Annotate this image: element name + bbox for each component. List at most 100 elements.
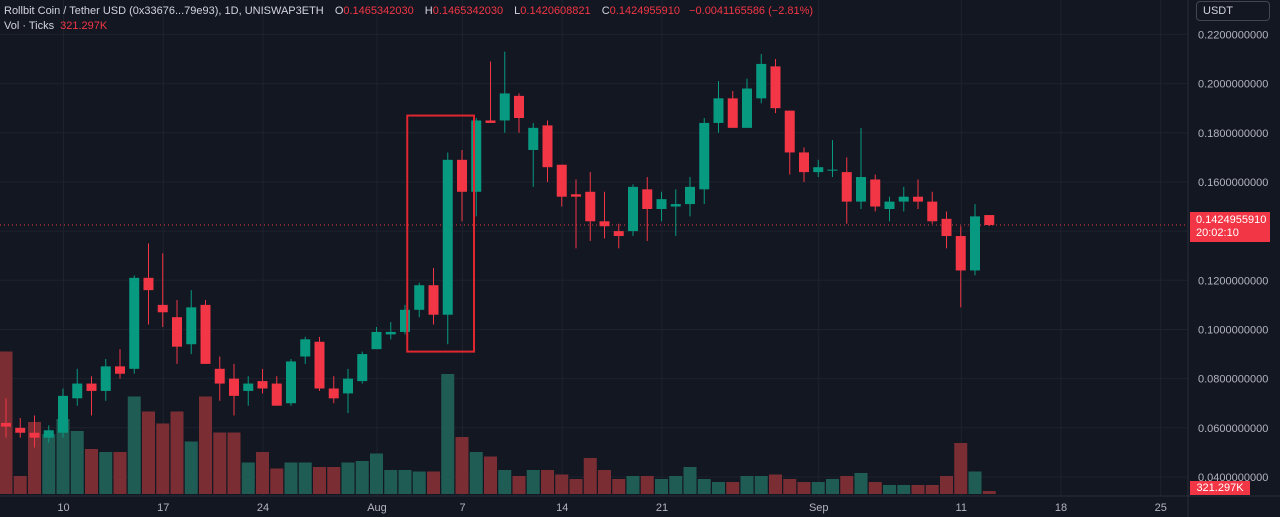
candle-body (314, 341, 325, 389)
volume-bar (569, 479, 583, 494)
candle-body (784, 110, 795, 153)
volume-bar (284, 462, 298, 494)
volume-bar (313, 467, 326, 494)
symbol-title[interactable]: Rollbit Coin / Tether USD (0x33676...79e… (4, 5, 324, 17)
time-axis-label: 17 (157, 502, 169, 514)
candle-body (143, 277, 154, 291)
candle-body (613, 231, 624, 237)
candle-body (471, 120, 482, 192)
volume-bar (127, 396, 141, 494)
candle-body (457, 159, 467, 192)
candle-body (257, 381, 268, 389)
candle-body (642, 189, 653, 209)
volume-bar (184, 441, 198, 494)
candle-body (813, 167, 824, 173)
candle-body (214, 368, 225, 384)
volume-bar (854, 473, 868, 494)
close-value: 0.1424955910 (609, 5, 681, 17)
volume-indicator-label[interactable]: Vol · Ticks (4, 20, 55, 32)
candle-body (29, 432, 40, 438)
candle-body (414, 285, 425, 310)
volume-bar (640, 476, 654, 494)
volume-bar (384, 470, 398, 494)
time-axis-label: 25 (1155, 502, 1167, 514)
candle-body (898, 196, 909, 202)
legend-ohlc-row: Rollbit Coin / Tether USD (0x33676...79e… (4, 4, 813, 19)
volume-bar (826, 479, 839, 494)
volume-bar (883, 485, 896, 494)
volume-bar (455, 437, 469, 494)
volume-bar (626, 476, 640, 494)
currency-button[interactable]: USDT (1196, 1, 1270, 21)
candle-body (1, 422, 11, 427)
volume-bar (754, 476, 768, 494)
volume-bar (99, 452, 113, 494)
candle-body (172, 317, 182, 347)
volume-bar (327, 467, 341, 494)
candle-body (442, 159, 453, 315)
volume-bar (868, 482, 882, 494)
candle-body (656, 199, 667, 209)
volume-bar (28, 422, 41, 494)
candle-body (286, 361, 296, 404)
volume-bar (341, 462, 355, 494)
volume-bar (355, 461, 369, 494)
candle-body (243, 383, 254, 391)
volume-bar (968, 471, 982, 494)
volume-bar (156, 423, 170, 494)
volume-bar (213, 432, 227, 494)
candle-body (100, 366, 111, 391)
volume-bar (256, 452, 269, 494)
volume-bar (669, 476, 683, 494)
candle-body (300, 339, 311, 357)
candle-body (328, 388, 339, 399)
candle-body (528, 127, 539, 150)
volume-bar (925, 485, 939, 494)
volume-bar (655, 479, 668, 494)
volume-bar (982, 491, 996, 494)
candle-body (713, 98, 724, 123)
volume-bar (526, 470, 540, 494)
last-price-value: 0.1424955910 (1196, 214, 1267, 226)
volume-indicator-value: 321.297K (60, 20, 108, 32)
volume-bar (612, 479, 626, 494)
chart-legend: Rollbit Coin / Tether USD (0x33676...79e… (4, 4, 813, 34)
price-axis-label: 0.1600000000 (1198, 177, 1268, 189)
volume-bar (13, 476, 27, 494)
time-axis-label: Sep (809, 502, 829, 514)
volume-bars (0, 351, 996, 494)
candle-body (43, 430, 54, 438)
candle-body (727, 98, 738, 128)
volume-bar (113, 452, 127, 494)
candle-body (400, 309, 410, 332)
highlight-box (406, 114, 475, 353)
candle-body (870, 179, 881, 207)
candle-body (343, 378, 353, 394)
price-axis-label: 0.0600000000 (1198, 423, 1268, 435)
candle-body (499, 93, 510, 121)
candle-body (970, 216, 980, 271)
volume-bar (441, 374, 455, 494)
time-axis-label: 21 (656, 502, 668, 514)
volume-bar (811, 482, 825, 494)
candle-body (841, 172, 852, 202)
candle-body (200, 304, 211, 364)
volume-bar (56, 419, 70, 494)
candle-body (229, 378, 239, 396)
candle-body (927, 201, 938, 222)
close-label: C (601, 5, 610, 17)
candle-body (585, 191, 596, 222)
candle-body (670, 204, 681, 207)
time-axis-label: 18 (1055, 502, 1067, 514)
candle-body (699, 122, 710, 190)
candle-body (884, 201, 895, 209)
volume-bar (583, 458, 597, 494)
candle-body (799, 152, 809, 173)
candle-body (542, 125, 553, 168)
candle-body (556, 164, 567, 197)
candle-body (599, 221, 610, 227)
price-axis-label: 0.2200000000 (1198, 29, 1268, 41)
volume-bar (199, 396, 212, 494)
volume-bar (911, 485, 925, 494)
